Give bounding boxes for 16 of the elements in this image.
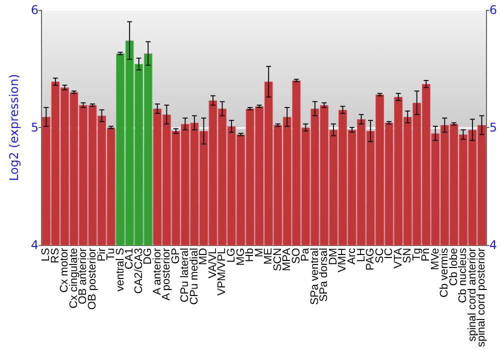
x-tick-label: RS [49,248,62,264]
y-tick-label: 6 [30,3,39,17]
y-tick-label: 4 [30,238,39,252]
x-tick-label: OB anterior [77,248,90,304]
y2-tick-label: 6 [489,3,498,17]
x-tick-label: Pa [300,247,312,262]
y2-tick-label: 4 [489,238,498,252]
x-tick-label: SCN [272,248,284,272]
y-axis-title: Log2 (expression) [7,74,21,181]
x-tick-label: SO [290,248,302,264]
x-tick-label: spinal cord posterior [476,248,488,348]
y2-tick-label: 5 [489,120,498,134]
x-tick-label: CPu medial [188,248,200,305]
y-tick-label: 5 [30,120,39,134]
x-tick-label: Cb lobe [448,248,460,286]
x-tick-label: IC [383,248,396,259]
